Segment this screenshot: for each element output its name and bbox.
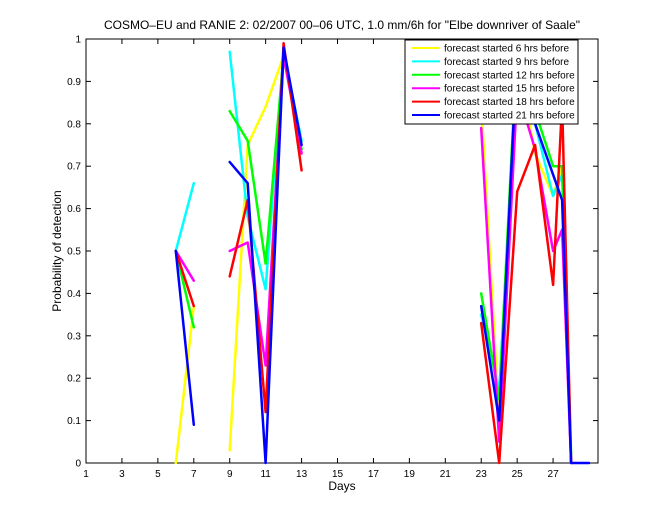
series-line-5-segment-1 [174, 249, 196, 308]
y-axis-title: Probability of detection [50, 190, 64, 311]
series-line-1-segment-1 [174, 304, 196, 465]
y-tick-label: 0.6 [67, 204, 81, 215]
y-tick-label: 0.4 [67, 289, 81, 300]
series-line-6-segment-2 [228, 46, 303, 465]
y-tick-label: 0.9 [67, 77, 81, 88]
y-tick-label: 1 [75, 35, 81, 46]
x-tick-label: 15 [332, 469, 344, 480]
y-tick-label: 0.8 [67, 119, 81, 130]
legend-label: forecast started 9 hrs before [444, 57, 570, 68]
x-tick-label: 1 [83, 469, 89, 480]
legend-label: forecast started 15 hrs before [444, 84, 575, 95]
y-tick-label: 0 [75, 459, 81, 470]
y-tick-label: 0.3 [67, 331, 81, 342]
x-tick-label: 19 [404, 469, 416, 480]
legend-label: forecast started 21 hrs before [444, 111, 575, 122]
x-tick-label: 5 [155, 469, 161, 480]
series-line-2-segment-1 [174, 181, 196, 253]
y-tick-label: 0.7 [67, 162, 81, 173]
legend-box [404, 39, 579, 125]
x-tick-label: 9 [227, 469, 233, 480]
y-tick-label: 0.5 [67, 247, 81, 258]
x-tick-label: 27 [548, 469, 560, 480]
x-tick-label: 7 [191, 469, 197, 480]
x-axis: 1 3 5 7 9 11 13 15 17 19 21 23 25 27 [83, 39, 559, 480]
x-tick-label: 25 [512, 469, 524, 480]
x-tick-label: 11 [260, 469, 271, 480]
legend: forecast started 6 hrs before forecast st… [404, 39, 579, 125]
x-tick-label: 17 [368, 469, 380, 480]
series-line-4-segment-1 [174, 249, 196, 282]
legend-label: forecast started 12 hrs before [444, 70, 575, 81]
x-axis-title: Days [328, 479, 355, 493]
x-tick-label: 3 [119, 469, 125, 480]
legend-items: forecast started 6 hrs before forecast st… [412, 44, 575, 122]
y-axis: 0 0.1 0.2 0.3 0.4 0.5 0.6 0.7 0.8 0.9 1 [67, 35, 598, 470]
series-line-6-segment-1 [174, 249, 196, 427]
x-tick-label: 13 [296, 469, 308, 480]
y-tick-label: 0.1 [67, 416, 81, 427]
chart-title: COSMO–EU and RANIE 2: 02/2007 00–06 UTC,… [104, 18, 580, 32]
series-line-6-segment-3 [479, 46, 591, 465]
legend-label: forecast started 18 hrs before [444, 97, 575, 108]
x-tick-label: 21 [440, 469, 452, 480]
y-tick-label: 0.2 [67, 374, 81, 385]
x-tick-label: 23 [476, 469, 488, 480]
legend-label: forecast started 6 hrs before [444, 44, 570, 55]
